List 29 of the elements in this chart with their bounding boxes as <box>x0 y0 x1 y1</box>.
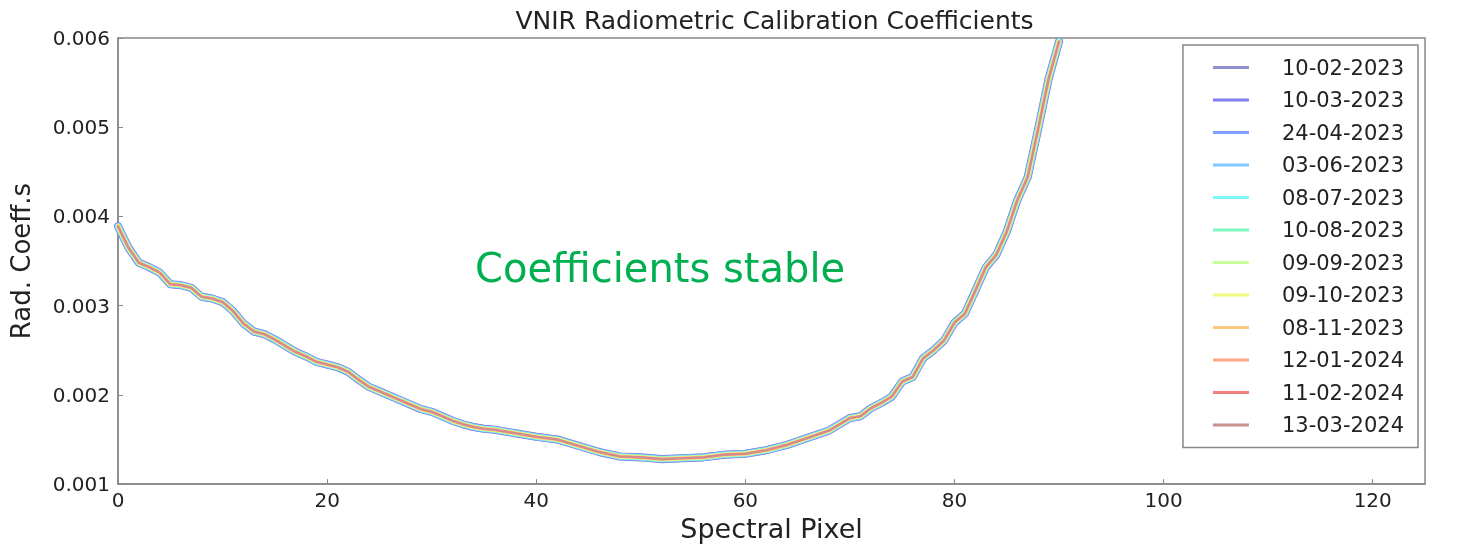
legend-label: 08-07-2023 <box>1281 185 1404 210</box>
legend-label: 13-03-2024 <box>1281 413 1404 437</box>
y-tick-label: 0.003 <box>52 293 110 318</box>
legend-label: 24-04-2023 <box>1281 120 1404 145</box>
y-tick-label: 0.005 <box>52 115 110 140</box>
x-tick-label: 80 <box>941 488 968 513</box>
legend-label: 10-03-2023 <box>1281 88 1404 112</box>
legend-label: 08-11-2023 <box>1281 315 1404 340</box>
legend-label: 09-09-2023 <box>1281 250 1404 275</box>
chart-title: VNIR Radiometric Calibration Coefficients <box>515 6 1034 35</box>
x-tick-label: 100 <box>1144 488 1183 513</box>
legend-label: 10-02-2023 <box>1281 55 1404 80</box>
y-tick-label: 0.006 <box>52 26 110 50</box>
annotation: Coefficients stable <box>475 245 846 291</box>
x-tick-label: 120 <box>1353 488 1392 513</box>
x-tick-label: 0 <box>111 488 125 513</box>
legend-label: 10-08-2023 <box>1281 218 1404 242</box>
y-axis-title: Rad. Coeff.s <box>6 182 36 340</box>
y-tick-label: 0.001 <box>52 472 110 497</box>
y-tick-label: 0.004 <box>52 204 110 229</box>
x-axis-title: Spectral Pixel <box>680 513 863 544</box>
x-tick-label: 40 <box>523 488 549 513</box>
legend-label: 12-01-2024 <box>1281 348 1404 372</box>
x-tick-label: 60 <box>732 488 759 513</box>
legend-label: 03-06-2023 <box>1281 153 1404 177</box>
y-tick-label: 0.002 <box>52 382 110 407</box>
x-tick-label: 20 <box>314 488 340 513</box>
legend-label: 11-02-2024 <box>1281 380 1404 405</box>
legend-label: 09-10-2023 <box>1281 283 1404 307</box>
